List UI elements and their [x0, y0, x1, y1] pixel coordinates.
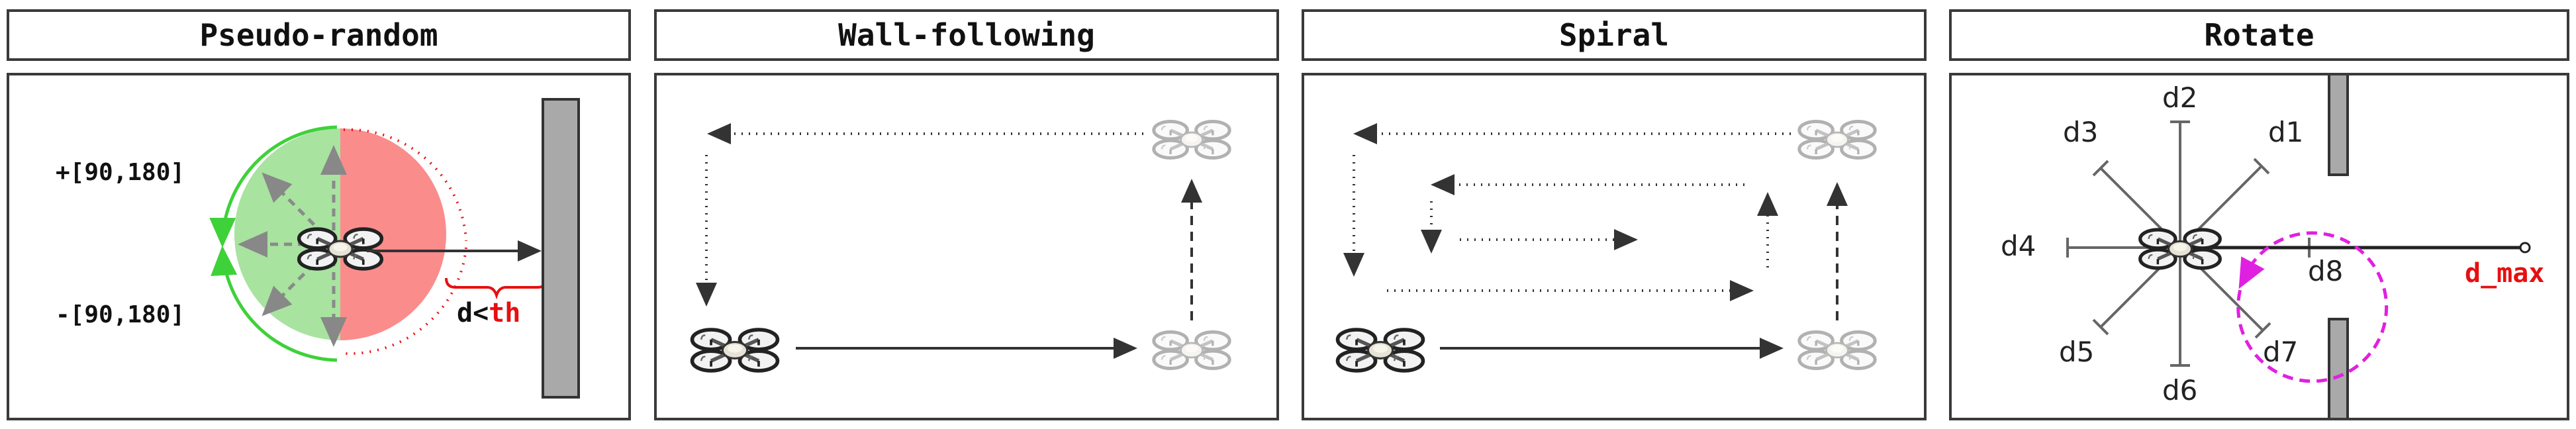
rotation-arrow — [2238, 256, 2265, 289]
ray-d1-cap — [2253, 158, 2270, 175]
dmax-endpoint — [2519, 242, 2531, 254]
sensor-label-d4: d4 — [2001, 230, 2036, 262]
angle-negative-label: -[90,180] — [56, 301, 185, 328]
dmax-label: d_max — [2465, 258, 2544, 289]
panel-pseudo-random: +[90,180] -[90,180] d<th — [7, 73, 631, 420]
panel-rotate: d1 d2 d3 d4 d5 d6 d7 d8 d_max — [1949, 73, 2569, 420]
drone-icon — [692, 330, 778, 371]
rotation-circle — [2236, 231, 2389, 383]
panel-title-wall-following: Wall-following — [838, 17, 1095, 53]
spiral-diagram — [1304, 75, 1927, 420]
red-dotted-arc-bottom — [343, 247, 467, 356]
ray-d7-cap — [2254, 322, 2271, 339]
drone-icon — [1799, 332, 1875, 369]
red-zone — [340, 128, 446, 340]
distance-prefix: d< — [457, 298, 489, 328]
drone-icon — [1154, 122, 1229, 158]
panel-title-pseudo-random: Pseudo-random — [199, 17, 438, 53]
sensor-label-d1: d1 — [2268, 116, 2303, 148]
drone-icon — [1154, 332, 1229, 369]
drone-icon — [1799, 122, 1875, 158]
sensor-label-d3: d3 — [2063, 116, 2098, 148]
sensor-label-d6: d6 — [2162, 374, 2197, 406]
panel-title-box-pseudo-random: Pseudo-random — [7, 9, 631, 61]
panel-title-box-wall-following: Wall-following — [654, 9, 1279, 61]
panel-title-box-rotate: Rotate — [1949, 9, 2569, 61]
sensor-label-d7: d7 — [2263, 336, 2298, 368]
sensor-label-d2: d2 — [2162, 81, 2197, 114]
distance-brace — [445, 277, 548, 300]
sensor-label-d5: d5 — [2059, 336, 2094, 368]
green-arrow-ccw — [209, 125, 338, 248]
drone-icon — [1338, 330, 1423, 371]
wall-following-diagram — [657, 75, 1279, 420]
angle-positive-label: +[90,180] — [56, 159, 185, 186]
panel-spiral — [1302, 73, 1927, 420]
pseudo-random-diagram: +[90,180] -[90,180] d<th — [56, 98, 580, 399]
ray-d5-cap — [2092, 318, 2109, 336]
wall-icon — [2328, 75, 2349, 176]
distance-condition: d<th — [457, 298, 520, 328]
green-zone — [234, 128, 340, 340]
distance-threshold: th — [489, 298, 520, 328]
wall-icon — [542, 98, 580, 399]
panel-title-spiral: Spiral — [1558, 17, 1670, 53]
panel-title-box-spiral: Spiral — [1302, 9, 1927, 61]
rotate-diagram: d1 d2 d3 d4 d5 d6 d7 d8 d_max — [2001, 75, 2544, 418]
wall-icon — [2328, 318, 2349, 418]
panel-title-rotate: Rotate — [2204, 17, 2314, 53]
sensor-label-d8: d8 — [2308, 255, 2343, 287]
panel-wall-following — [654, 73, 1279, 420]
ray-d3-cap — [2092, 160, 2109, 177]
green-arrow-cw — [211, 246, 338, 362]
